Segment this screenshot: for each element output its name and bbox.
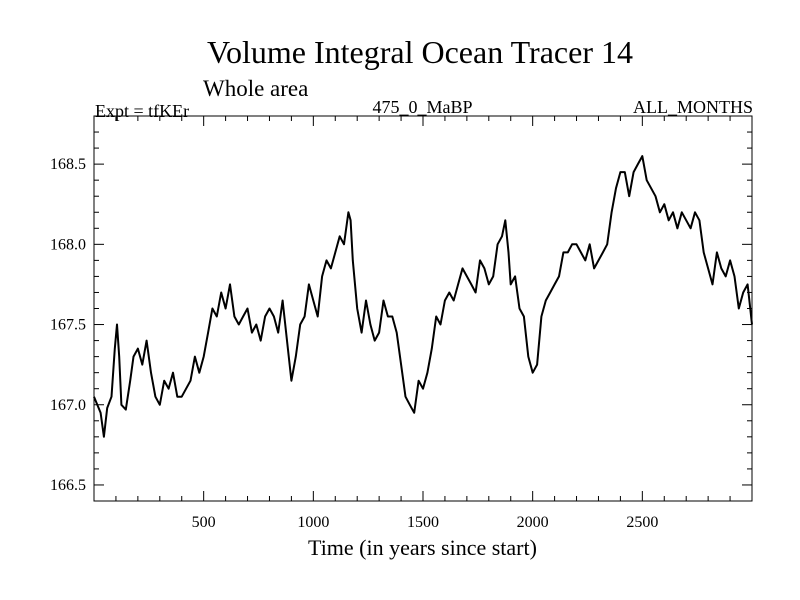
x-tick-label: 1000 — [297, 514, 329, 531]
data-series — [93, 155, 753, 438]
x-tick-label: 2500 — [626, 514, 658, 531]
x-tick-label: 500 — [192, 514, 216, 531]
x-axis-label: Time (in years since start) — [308, 535, 537, 560]
chart-subtitle: Whole area — [203, 76, 309, 101]
x-tick-label: 2000 — [517, 514, 549, 531]
y-tick-label: 166.5 — [50, 477, 86, 494]
chart-title: Volume Integral Ocean Tracer 14 — [207, 34, 633, 70]
y-tick-label: 167.0 — [50, 397, 86, 414]
x-tick-label: 1500 — [407, 514, 439, 531]
axis-tick-labels: 500 1000 1500 2000 2500 166.5 167.0 167.5 168.0 1… — [50, 156, 658, 531]
plot-frame — [93, 115, 753, 502]
axis-ticks — [94, 116, 752, 501]
months-label: ALL_MONTHS — [633, 97, 753, 117]
experiment-label: Expt = tfKEr — [95, 101, 190, 121]
experiment-id-label: 475_0_MaBP — [372, 97, 473, 117]
y-tick-label: 167.5 — [50, 317, 86, 334]
y-tick-label: 168.0 — [50, 236, 86, 253]
y-tick-label: 168.5 — [50, 156, 86, 173]
series-line — [93, 155, 753, 438]
